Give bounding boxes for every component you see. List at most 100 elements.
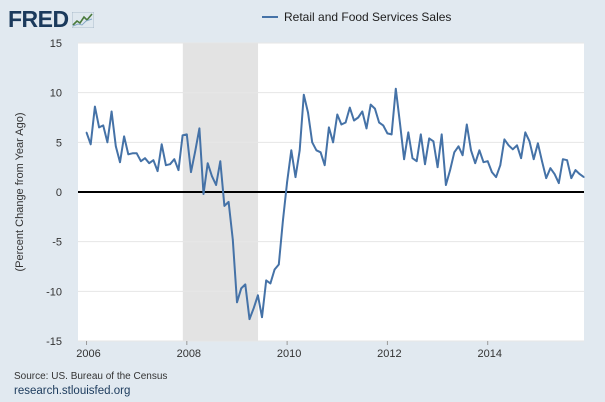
data-point[interactable] [453, 151, 456, 154]
data-point[interactable] [85, 131, 88, 134]
data-point[interactable] [432, 140, 435, 143]
data-point[interactable] [524, 131, 527, 134]
source-link[interactable]: research.stlouisfed.org [14, 385, 131, 397]
data-point[interactable] [273, 268, 276, 271]
data-point[interactable] [374, 107, 376, 110]
data-point[interactable] [574, 169, 577, 171]
data-point[interactable] [202, 193, 205, 195]
data-point[interactable] [160, 143, 163, 146]
data-point[interactable] [106, 141, 109, 144]
data-point[interactable] [294, 176, 297, 178]
data-point[interactable] [223, 205, 226, 207]
data-point[interactable] [328, 126, 330, 129]
data-point[interactable] [173, 158, 176, 160]
data-point[interactable] [98, 126, 100, 129]
data-point[interactable] [286, 181, 288, 183]
data-point[interactable] [340, 123, 343, 126]
data-point[interactable] [566, 159, 568, 161]
data-point[interactable] [353, 119, 355, 122]
data-point[interactable] [440, 133, 443, 136]
data-point[interactable] [457, 145, 460, 148]
data-point[interactable] [516, 144, 518, 147]
data-point[interactable] [89, 143, 92, 146]
data-point[interactable] [499, 164, 502, 166]
data-point[interactable] [131, 152, 134, 155]
data-point[interactable] [110, 110, 113, 113]
data-point[interactable] [532, 158, 535, 160]
data-point[interactable] [311, 141, 314, 144]
data-point[interactable] [415, 160, 418, 162]
data-point[interactable] [395, 87, 397, 90]
data-point[interactable] [282, 220, 284, 222]
data-point[interactable] [482, 161, 485, 163]
data-point[interactable] [541, 160, 543, 162]
data-point[interactable] [315, 149, 318, 152]
data-point[interactable] [461, 154, 464, 156]
data-point[interactable] [407, 131, 410, 134]
data-point[interactable] [445, 184, 447, 186]
data-point[interactable] [549, 167, 552, 169]
data-point[interactable] [261, 316, 263, 319]
data-point[interactable] [507, 144, 510, 147]
data-point[interactable] [140, 160, 142, 162]
data-point[interactable] [570, 177, 573, 179]
data-point[interactable] [148, 162, 150, 164]
data-point[interactable] [94, 105, 96, 108]
data-point[interactable] [198, 127, 201, 130]
data-point[interactable] [219, 160, 222, 162]
data-point[interactable] [424, 163, 426, 165]
data-point[interactable] [470, 149, 472, 152]
data-point[interactable] [478, 149, 481, 152]
data-point[interactable] [420, 133, 422, 136]
data-point[interactable] [115, 145, 117, 148]
data-point[interactable] [319, 151, 322, 154]
data-point[interactable] [399, 122, 401, 125]
data-point[interactable] [290, 149, 293, 152]
data-point[interactable] [307, 111, 309, 114]
data-point[interactable] [244, 283, 247, 286]
data-point[interactable] [181, 134, 184, 137]
data-point[interactable] [382, 124, 385, 127]
data-point[interactable] [436, 166, 439, 168]
data-point[interactable] [491, 171, 493, 173]
data-point[interactable] [357, 116, 360, 119]
data-point[interactable] [512, 148, 514, 151]
data-point[interactable] [257, 294, 259, 297]
data-point[interactable] [386, 132, 389, 135]
data-point[interactable] [537, 142, 539, 145]
data-point[interactable] [169, 163, 171, 165]
data-point[interactable] [369, 103, 372, 106]
data-point[interactable] [232, 238, 234, 241]
data-point[interactable] [558, 182, 560, 184]
data-point[interactable] [349, 106, 351, 109]
data-point[interactable] [215, 184, 217, 186]
data-point[interactable] [252, 307, 255, 310]
data-point[interactable] [165, 164, 167, 166]
data-point[interactable] [503, 138, 506, 141]
data-point[interactable] [323, 164, 326, 166]
data-point[interactable] [520, 157, 522, 159]
data-point[interactable] [583, 176, 585, 178]
data-point[interactable] [236, 301, 238, 304]
data-point[interactable] [177, 169, 180, 171]
data-point[interactable] [206, 162, 209, 164]
data-point[interactable] [344, 121, 347, 124]
data-point[interactable] [361, 110, 364, 113]
data-point[interactable] [186, 133, 188, 136]
data-point[interactable] [211, 175, 213, 177]
data-point[interactable] [411, 157, 414, 159]
data-point[interactable] [332, 141, 334, 144]
data-point[interactable] [466, 123, 468, 126]
data-point[interactable] [102, 124, 104, 127]
data-point[interactable] [303, 93, 305, 96]
data-point[interactable] [269, 282, 272, 285]
data-point[interactable] [495, 176, 497, 178]
data-point[interactable] [123, 135, 125, 138]
data-point[interactable] [528, 140, 531, 143]
data-point[interactable] [278, 263, 280, 266]
data-point[interactable] [156, 170, 159, 172]
data-point[interactable] [190, 171, 192, 173]
data-point[interactable] [135, 152, 138, 155]
data-point[interactable] [265, 279, 268, 282]
data-point[interactable] [127, 153, 130, 156]
